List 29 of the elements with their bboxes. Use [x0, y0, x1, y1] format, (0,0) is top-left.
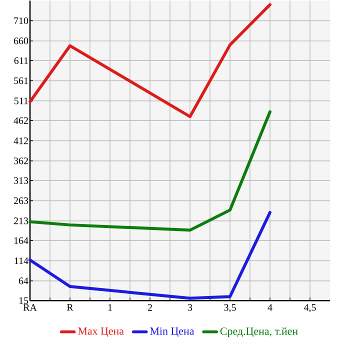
line-series — [28, 110, 272, 232]
x-tick-label: 1 — [108, 304, 112, 311]
line-series — [28, 3, 272, 118]
y-tick-label: 164 — [14, 237, 28, 244]
y-tick-label: 114 — [14, 257, 28, 264]
x-tick-label: 3 — [188, 304, 192, 311]
legend-label: Сред.Цена, т.йен — [220, 327, 298, 338]
x-tick-label: 3,5 — [224, 304, 236, 312]
y-tick-label: 462 — [14, 117, 28, 124]
x-tick-label: 2 — [148, 304, 152, 311]
y-tick-label: 313 — [14, 177, 28, 184]
y-tick-label: 362 — [14, 157, 28, 164]
y-tick-label: 660 — [14, 37, 28, 44]
y-tick-label: 15 — [19, 297, 28, 304]
x-tick-label: 4,5 — [304, 304, 316, 312]
legend-label: Max Цена — [78, 327, 124, 337]
y-tick-label: 263 — [14, 197, 28, 204]
line-series — [28, 210, 272, 300]
y-tick-label: 611 — [14, 57, 28, 64]
x-tick-label: 4 — [268, 304, 272, 311]
y-tick-label: 64 — [18, 277, 28, 284]
y-tick-label: 213 — [14, 217, 28, 224]
y-tick-label: 511 — [14, 97, 28, 104]
legend-label: Min Цена — [150, 327, 194, 337]
y-tick-label: 710 — [14, 17, 28, 24]
x-tick-label: RA — [23, 304, 37, 311]
y-tick-label: 412 — [14, 137, 28, 144]
y-tick-label: 561 — [14, 77, 28, 84]
x-tick-label: R — [66, 304, 74, 311]
